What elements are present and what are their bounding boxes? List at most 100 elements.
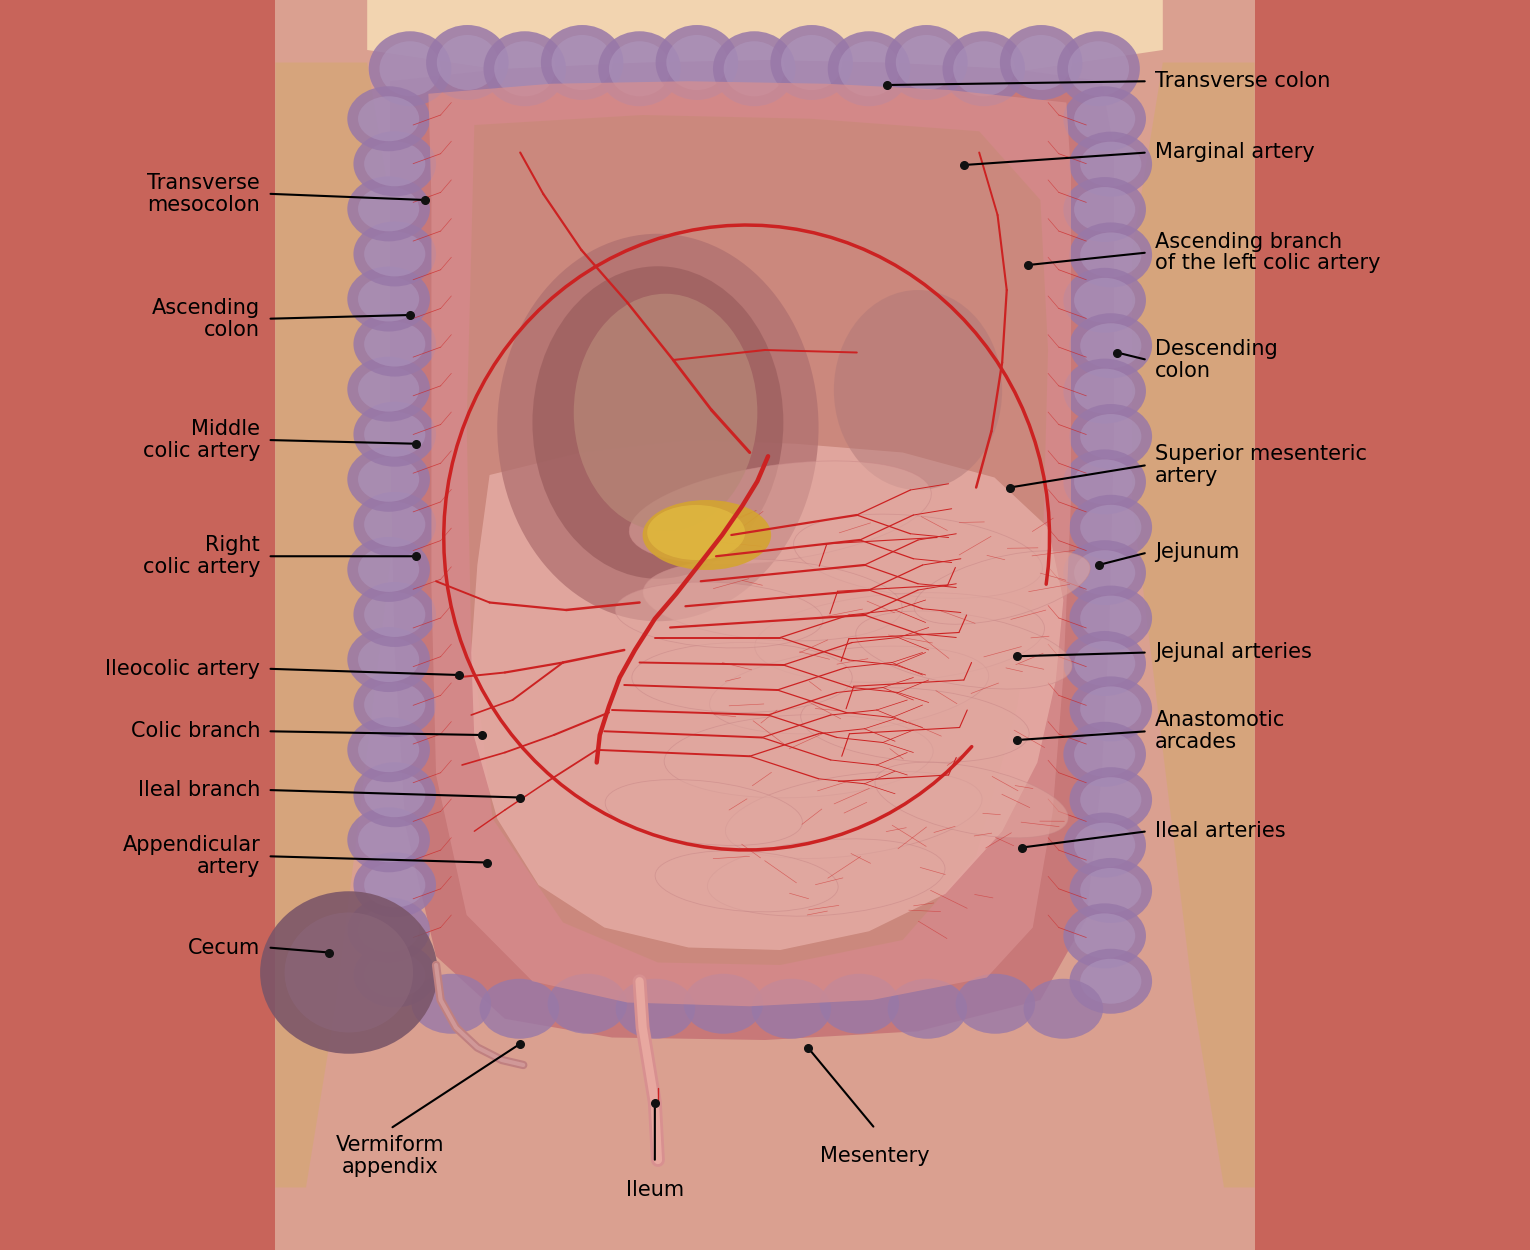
Text: Jejunum: Jejunum (1155, 542, 1239, 562)
Ellipse shape (1063, 721, 1146, 786)
Ellipse shape (643, 500, 771, 570)
Text: Ascending
colon: Ascending colon (151, 298, 260, 340)
Ellipse shape (358, 728, 419, 772)
Ellipse shape (725, 771, 982, 859)
Ellipse shape (479, 979, 558, 1039)
Ellipse shape (942, 31, 1025, 106)
Ellipse shape (364, 952, 425, 998)
Ellipse shape (1080, 505, 1141, 550)
Ellipse shape (1063, 268, 1146, 332)
Ellipse shape (606, 780, 802, 845)
Ellipse shape (838, 41, 900, 96)
Ellipse shape (364, 231, 425, 276)
Ellipse shape (655, 25, 739, 100)
Ellipse shape (1069, 768, 1152, 832)
Ellipse shape (425, 25, 508, 100)
Ellipse shape (1069, 314, 1152, 379)
Ellipse shape (887, 979, 967, 1039)
Ellipse shape (1069, 131, 1152, 196)
Ellipse shape (347, 176, 430, 241)
Ellipse shape (1063, 631, 1146, 696)
Ellipse shape (1069, 676, 1152, 741)
Polygon shape (275, 62, 398, 1188)
Ellipse shape (353, 401, 436, 466)
Ellipse shape (643, 559, 903, 641)
Ellipse shape (1080, 232, 1141, 278)
Ellipse shape (358, 548, 419, 592)
Text: Ileal branch: Ileal branch (138, 780, 260, 800)
Ellipse shape (1024, 979, 1103, 1039)
Ellipse shape (358, 456, 419, 501)
Text: Mesentery: Mesentery (820, 1146, 930, 1166)
Ellipse shape (1074, 460, 1135, 505)
Text: Ileal arteries: Ileal arteries (1155, 821, 1285, 841)
Text: Cecum: Cecum (188, 938, 260, 958)
Ellipse shape (875, 762, 1068, 838)
Ellipse shape (364, 862, 425, 907)
Ellipse shape (1074, 641, 1135, 686)
Ellipse shape (364, 772, 425, 818)
Ellipse shape (770, 25, 852, 100)
Ellipse shape (647, 505, 745, 560)
Ellipse shape (347, 718, 430, 782)
Ellipse shape (724, 41, 785, 96)
Polygon shape (428, 81, 1071, 1006)
Ellipse shape (834, 290, 1002, 490)
Ellipse shape (364, 321, 425, 366)
Ellipse shape (1068, 41, 1129, 96)
Text: Transverse
mesocolon: Transverse mesocolon (147, 173, 260, 215)
Ellipse shape (347, 808, 430, 872)
Ellipse shape (347, 356, 430, 421)
Ellipse shape (358, 186, 419, 231)
Text: Ileum: Ileum (626, 1180, 684, 1200)
Ellipse shape (713, 31, 796, 106)
Ellipse shape (1063, 540, 1146, 605)
Ellipse shape (1080, 414, 1141, 459)
Ellipse shape (1010, 35, 1071, 90)
Ellipse shape (780, 35, 842, 90)
Polygon shape (390, 60, 1114, 1040)
Text: Marginal artery: Marginal artery (1155, 142, 1314, 162)
Ellipse shape (1080, 686, 1141, 731)
Ellipse shape (1074, 822, 1135, 867)
Ellipse shape (1074, 278, 1135, 322)
Ellipse shape (664, 715, 933, 798)
Ellipse shape (358, 366, 419, 411)
Ellipse shape (353, 672, 436, 737)
Ellipse shape (1069, 222, 1152, 288)
Ellipse shape (1080, 959, 1141, 1004)
Ellipse shape (632, 642, 852, 712)
Ellipse shape (347, 266, 430, 331)
Ellipse shape (364, 501, 425, 546)
Ellipse shape (609, 41, 670, 96)
Ellipse shape (1074, 914, 1135, 959)
Ellipse shape (1063, 904, 1146, 969)
Ellipse shape (1080, 778, 1141, 822)
Text: Middle
colic artery: Middle colic artery (142, 419, 260, 461)
Polygon shape (467, 115, 1048, 965)
Ellipse shape (1001, 25, 1082, 100)
Ellipse shape (684, 974, 763, 1034)
Ellipse shape (800, 688, 1030, 762)
Ellipse shape (1074, 731, 1135, 776)
Ellipse shape (598, 31, 681, 106)
Ellipse shape (364, 592, 425, 638)
Ellipse shape (754, 592, 1045, 683)
Text: Descending
colon: Descending colon (1155, 339, 1278, 381)
Ellipse shape (353, 582, 436, 648)
Ellipse shape (751, 979, 831, 1039)
Ellipse shape (353, 311, 436, 376)
Ellipse shape (1080, 595, 1141, 640)
Ellipse shape (285, 912, 413, 1032)
Ellipse shape (353, 221, 436, 286)
Text: Colic branch: Colic branch (130, 721, 260, 741)
Ellipse shape (358, 908, 419, 952)
Ellipse shape (1063, 359, 1146, 424)
Text: Ileocolic artery: Ileocolic artery (106, 659, 260, 679)
Ellipse shape (1069, 585, 1152, 650)
Polygon shape (275, 0, 1255, 1250)
Ellipse shape (379, 41, 441, 96)
Ellipse shape (1080, 141, 1141, 186)
Polygon shape (1193, 0, 1530, 1250)
Text: Jejunal arteries: Jejunal arteries (1155, 642, 1313, 662)
